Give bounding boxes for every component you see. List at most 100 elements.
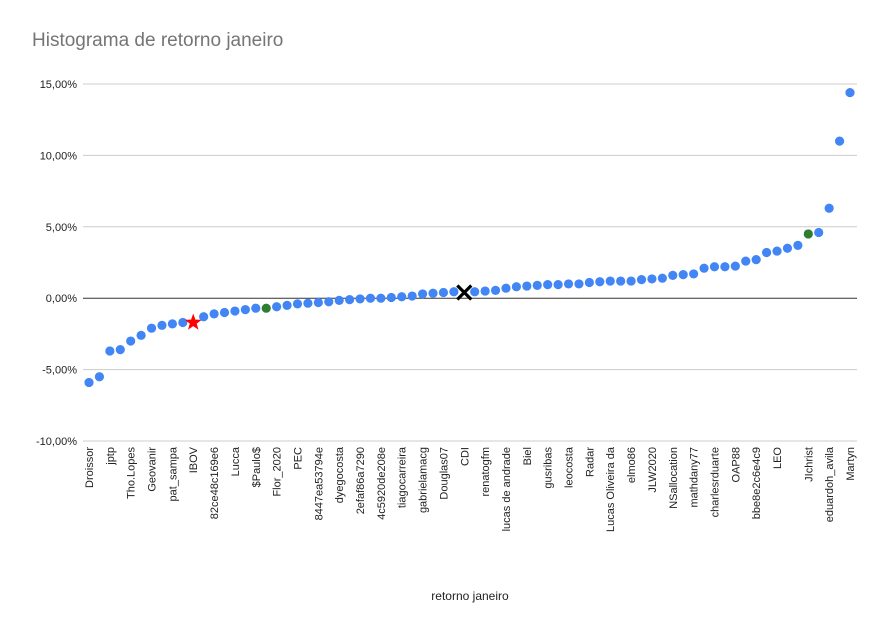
- data-point: [741, 256, 751, 266]
- data-point: [126, 336, 136, 346]
- x-tick-label: PEC: [292, 447, 304, 470]
- data-point: [636, 275, 647, 285]
- data-point: [105, 346, 115, 356]
- data-point: [782, 243, 793, 253]
- data-point: [616, 276, 626, 286]
- data-point: [251, 303, 261, 313]
- x-tick-label: Martyn: [845, 447, 857, 481]
- data-point: [730, 261, 740, 271]
- x-tick-label: Douglas07: [438, 447, 450, 500]
- x-tick-label: 4c5920de208e: [376, 447, 388, 520]
- data-point: [522, 281, 532, 291]
- data-point: [157, 320, 167, 330]
- data-point: [657, 273, 667, 283]
- data-point: [532, 280, 542, 290]
- data-point: [511, 282, 522, 292]
- y-tick-label: -5,00%: [42, 365, 77, 377]
- data-point: [365, 293, 376, 303]
- x-tick-label: Geovanir: [147, 447, 159, 492]
- data-point: [470, 287, 480, 297]
- data-point: [324, 297, 334, 307]
- x-tick-label: OAP88: [730, 447, 742, 482]
- chart-title: Histograma de retorno janeiro: [32, 30, 284, 51]
- y-tick-label: 5,00%: [46, 222, 77, 234]
- data-point: [355, 294, 365, 304]
- x-tick-label: LEO: [772, 447, 784, 469]
- data-point: [501, 283, 511, 293]
- data-point: [668, 270, 678, 280]
- data-point: [376, 293, 386, 303]
- x-tick-label: bbe8e2c6e4c9: [751, 447, 763, 519]
- x-tick-label: IBOV: [188, 446, 200, 473]
- x-tick-label: NSallocation: [668, 447, 680, 509]
- y-tick-label: 15,00%: [40, 79, 78, 91]
- x-tick-label: leocosta: [564, 446, 576, 488]
- x-tick-label: lucas de andrade: [501, 447, 513, 531]
- x-tick-label: dyegocosta: [334, 446, 346, 503]
- data-point: [199, 312, 209, 322]
- x-tick-label: jptp: [105, 447, 117, 466]
- data-point: [261, 303, 271, 313]
- data-point: [824, 203, 834, 213]
- x-tick-label: gabrielamacg: [418, 447, 430, 513]
- x-tick-label: tiagocarreira: [397, 446, 409, 508]
- data-point: [490, 285, 501, 295]
- data-point: [803, 229, 813, 239]
- data-point: [793, 240, 803, 250]
- data-point: [720, 262, 730, 272]
- data-point: [574, 279, 584, 289]
- x-tick-label: eduardoh_avila: [824, 446, 836, 522]
- data-point: [480, 286, 490, 296]
- y-tick-label: -10,00%: [36, 436, 77, 448]
- data-point: [167, 319, 177, 329]
- data-point: [438, 287, 449, 298]
- x-tick-label: Lucas Oliveira da: [605, 446, 617, 532]
- data-point: [386, 292, 396, 303]
- x-tick-label: mathdany77: [689, 447, 701, 508]
- data-point: [94, 372, 105, 382]
- data-point: [751, 255, 761, 265]
- data-point-star: [184, 313, 202, 330]
- x-tick-label: pat_sampa: [167, 446, 179, 501]
- data-point: [115, 345, 125, 355]
- data-point: [345, 295, 355, 305]
- data-point: [647, 274, 657, 284]
- data-point: [605, 276, 615, 286]
- data-point: [543, 280, 553, 290]
- x-tick-label: charlesrduarte: [709, 447, 721, 517]
- data-point: [595, 277, 605, 287]
- x-tick-label: gusribas: [543, 447, 555, 489]
- data-point: [292, 299, 303, 309]
- x-tick-label: JIchrist: [803, 447, 815, 482]
- data-point: [834, 136, 845, 146]
- x-tick-label: Biel: [522, 447, 534, 465]
- data-point: [417, 289, 428, 299]
- data-point: [553, 280, 563, 290]
- data-point: [407, 291, 417, 301]
- data-point: [449, 287, 459, 297]
- x-axis-title: retorno janeiro: [431, 589, 509, 603]
- data-point: [240, 305, 250, 315]
- data-point: [845, 87, 855, 98]
- x-tick-label: Droissor: [84, 447, 96, 488]
- data-point: [282, 300, 292, 310]
- data-point: [709, 262, 720, 272]
- x-tick-label: Lucca: [230, 446, 242, 476]
- data-point: [272, 302, 282, 312]
- data-point: [563, 279, 574, 289]
- x-tick-label: 82ce48c169e6: [209, 447, 221, 519]
- x-tick-label: Radar: [584, 447, 596, 477]
- x-tick-label: renatogfm: [480, 447, 492, 497]
- data-point: [699, 263, 709, 273]
- data-point: [313, 297, 323, 308]
- data-point: [334, 295, 344, 305]
- x-tick-label: JLW2020: [647, 447, 659, 493]
- data-point: [209, 309, 219, 319]
- y-tick-label: 0,00%: [46, 293, 77, 305]
- data-point: [136, 330, 146, 340]
- x-tick-label: Tho.Lopes: [126, 447, 138, 499]
- data-point: [84, 377, 94, 388]
- data-point: [428, 288, 438, 298]
